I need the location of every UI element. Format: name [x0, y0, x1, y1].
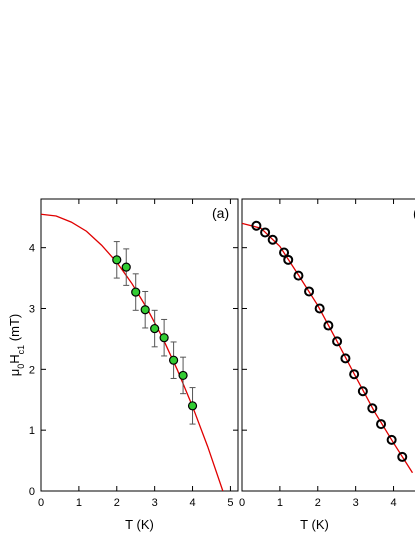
data-point	[159, 333, 169, 343]
x-axis-label: T (K)	[300, 517, 329, 532]
y-tick-label: 2	[29, 364, 35, 376]
x-tick-label: 0	[239, 497, 245, 509]
data-point	[293, 270, 304, 281]
y-axis-label-part: c1	[16, 345, 26, 355]
x-tick-label: 4	[189, 497, 195, 509]
data-point	[386, 434, 397, 445]
x-tick-label: 4	[390, 497, 396, 509]
x-axis-label: T (K)	[125, 517, 154, 532]
x-tick-label: 3	[353, 497, 359, 509]
plot-frame	[241, 198, 415, 492]
x-tick-label: 0	[38, 497, 44, 509]
panel-label: (a)	[212, 205, 229, 221]
panel-label: (b)	[413, 205, 415, 221]
data-point	[260, 227, 271, 238]
data-point	[283, 254, 294, 265]
data-point	[168, 355, 179, 365]
x-tick-label: 2	[315, 497, 321, 509]
x-tick-label: 5	[227, 497, 233, 509]
x-tick-label: 1	[277, 497, 283, 509]
data-point	[140, 305, 150, 315]
data-point	[150, 323, 160, 334]
data-point	[178, 370, 188, 381]
y-axis-label-part: H	[7, 354, 22, 363]
data-point	[112, 255, 122, 265]
data-point	[349, 369, 360, 380]
y-axis-label-part: (mT)	[7, 314, 22, 345]
plot-area	[41, 213, 224, 491]
data-point	[376, 419, 387, 430]
y-tick-label: 3	[29, 304, 35, 316]
data-point	[367, 403, 378, 414]
x-tick-label: 2	[114, 497, 120, 509]
y-tick-label: 4	[29, 243, 35, 255]
data-point	[323, 320, 334, 331]
plot-frame	[40, 198, 239, 492]
data-point	[121, 262, 131, 272]
data-point	[304, 286, 315, 297]
fit-line	[41, 213, 224, 491]
plot-area	[242, 220, 414, 474]
y-axis-label: μ0Hc1 (mT)	[7, 314, 26, 376]
data-point	[332, 336, 343, 347]
y-tick-label: 0	[29, 486, 35, 498]
data-point	[187, 401, 198, 411]
data-point	[131, 287, 141, 297]
data-point	[251, 220, 262, 231]
fit-line	[242, 222, 414, 474]
data-point	[267, 234, 278, 245]
data-point	[340, 353, 351, 364]
data-point	[279, 247, 290, 258]
y-tick-label: 1	[29, 425, 35, 437]
y-axis-label-part: μ	[7, 369, 22, 377]
data-point	[357, 386, 368, 397]
x-tick-label: 1	[76, 497, 82, 509]
x-tick-label: 3	[152, 497, 158, 509]
y-axis-label-part: 0	[16, 364, 26, 369]
data-point	[314, 303, 325, 314]
data-point	[397, 451, 408, 462]
